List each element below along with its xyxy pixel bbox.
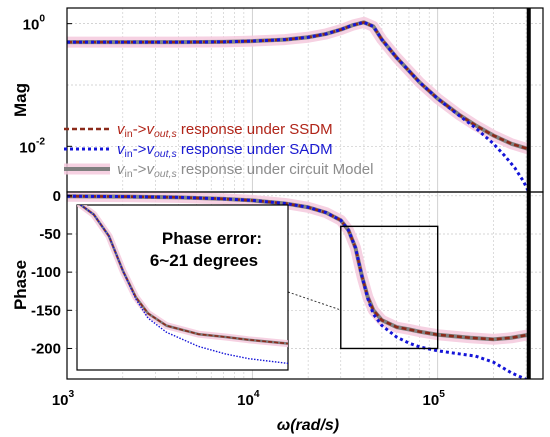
tick-label: -50 xyxy=(39,226,61,243)
magnitude-ylabel: Mag xyxy=(11,83,30,117)
tick-label: 103 xyxy=(52,389,75,409)
tick-label: -200 xyxy=(31,340,61,357)
zoom-box xyxy=(340,225,439,350)
inset-lines xyxy=(77,205,288,365)
series-line-sadm xyxy=(67,20,531,192)
phase-error-annotation: Phase error: 6~21 degrees xyxy=(150,229,262,270)
inset-line-circuit xyxy=(78,205,288,345)
tick-label: 104 xyxy=(237,389,260,409)
phase-axes-frame xyxy=(66,191,544,380)
legend-label-circuit: vin->vout,s response under circuit Model xyxy=(117,161,373,180)
series-line-sadm xyxy=(67,194,530,379)
legend-label-ssdm: vin->vout,s response under SSDM xyxy=(117,121,333,140)
zoom-region xyxy=(287,225,439,350)
tick-label: 105 xyxy=(423,389,446,409)
tick-label: -150 xyxy=(31,302,61,319)
legend-label-sadm: vin->vout,s response under SADM xyxy=(117,141,333,160)
tick-label: -100 xyxy=(31,264,61,281)
legend: vin->vout,s response under SSDMvin->vout… xyxy=(64,121,373,180)
phase-plot-lines xyxy=(67,192,531,379)
annotation-line-1: Phase error: xyxy=(162,229,262,248)
tick-label: 10-2 xyxy=(19,136,45,156)
magnitude-plot-lines xyxy=(67,8,531,192)
magnitude-grid xyxy=(66,8,543,192)
tick-label: 100 xyxy=(23,14,46,34)
phase-inset-zoom xyxy=(76,204,289,371)
zoom-connector xyxy=(287,291,341,311)
annotation-line-2: 6~21 degrees xyxy=(150,251,258,270)
x-axis-label: ω(rad/s) xyxy=(277,417,339,434)
tick-label: 0 xyxy=(53,188,61,205)
phase-ylabel: Phase xyxy=(11,260,30,310)
phase-tick-labels: 0 -50 -100 -150 -200 103 104 105 xyxy=(31,188,445,409)
